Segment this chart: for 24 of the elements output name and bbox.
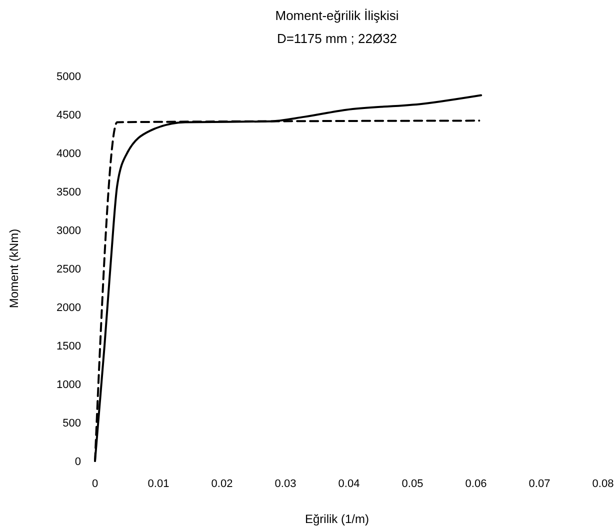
y-tick-label: 0 [74, 456, 81, 468]
y-tick-label: 1500 [56, 340, 81, 352]
y-tick-label: 4500 [56, 109, 81, 122]
x-tick-label: 0 [92, 478, 98, 490]
x-tick-label: 0.05 [402, 478, 424, 490]
y-tick-label: 1000 [56, 378, 81, 391]
y-tick-label: 5000 [56, 70, 81, 83]
y-tick-label: 2500 [56, 263, 81, 276]
y-tick-label: 3500 [56, 186, 81, 198]
x-tick-label: 0.04 [338, 478, 360, 490]
y-tick-label: 2000 [56, 302, 81, 314]
x-axis-title: Eğrilik (1/m) [304, 512, 370, 526]
chart-title: Moment-eğrilik İlişkisi [275, 8, 399, 23]
x-tick-label: 0.03 [274, 478, 296, 490]
x-tick-label: 0.07 [528, 478, 550, 490]
x-tick-label: 0.06 [465, 478, 487, 490]
x-tick-label: 0.01 [148, 478, 170, 490]
y-tick-label: 4000 [56, 148, 81, 160]
y-tick-label: 500 [62, 417, 81, 430]
y-axis-title: Moment (kNm) [7, 228, 21, 308]
chart-subtitle: D=1175 mm ; 22Ø32 [276, 31, 398, 46]
x-tick-label: 0.08 [592, 478, 614, 490]
y-tick-label: 3000 [56, 224, 81, 237]
x-tick-label: 0.02 [211, 478, 233, 490]
